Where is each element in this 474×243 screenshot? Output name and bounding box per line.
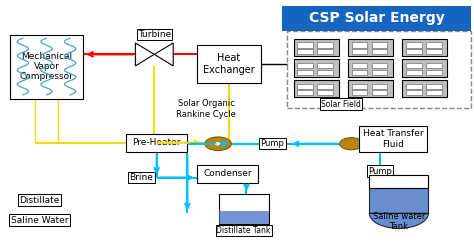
FancyBboxPatch shape [197,165,258,183]
Polygon shape [136,43,155,66]
Text: Heat Transfer
Fluid: Heat Transfer Fluid [363,129,423,149]
FancyBboxPatch shape [402,59,447,77]
FancyBboxPatch shape [352,84,367,89]
FancyBboxPatch shape [294,80,338,97]
FancyBboxPatch shape [219,194,269,224]
FancyBboxPatch shape [372,49,387,54]
FancyBboxPatch shape [298,43,313,48]
FancyBboxPatch shape [318,69,333,75]
FancyBboxPatch shape [298,84,313,89]
Text: Condenser: Condenser [203,169,252,178]
Text: Pump: Pump [261,139,284,148]
FancyBboxPatch shape [318,43,333,48]
FancyBboxPatch shape [426,63,442,68]
FancyBboxPatch shape [372,63,387,68]
Text: Saline water
Tank: Saline water Tank [373,212,425,231]
Text: Pump: Pump [368,166,392,175]
FancyBboxPatch shape [126,134,187,152]
FancyBboxPatch shape [359,126,428,152]
FancyBboxPatch shape [352,49,367,54]
FancyBboxPatch shape [402,80,447,97]
FancyBboxPatch shape [287,31,471,108]
FancyBboxPatch shape [406,84,422,89]
FancyBboxPatch shape [426,43,442,48]
Text: Solar Field: Solar Field [321,100,361,109]
FancyBboxPatch shape [426,90,442,95]
FancyBboxPatch shape [294,39,338,56]
FancyBboxPatch shape [298,49,313,54]
FancyBboxPatch shape [10,35,83,99]
FancyBboxPatch shape [369,175,428,188]
FancyBboxPatch shape [426,69,442,75]
Text: Distillate Tank: Distillate Tank [217,226,271,235]
Circle shape [205,137,231,150]
Text: Heat
Exchanger: Heat Exchanger [203,53,255,75]
FancyBboxPatch shape [372,69,387,75]
FancyBboxPatch shape [318,49,333,54]
Text: Solar Organic
Rankine Cycle: Solar Organic Rankine Cycle [176,99,236,120]
Circle shape [339,138,363,150]
FancyBboxPatch shape [426,84,442,89]
FancyBboxPatch shape [348,59,393,77]
FancyBboxPatch shape [372,43,387,48]
FancyBboxPatch shape [352,69,367,75]
Text: Pre-Heater: Pre-Heater [132,138,181,147]
FancyBboxPatch shape [219,211,269,224]
FancyBboxPatch shape [318,84,333,89]
FancyBboxPatch shape [298,69,313,75]
FancyBboxPatch shape [197,45,261,83]
FancyBboxPatch shape [406,63,422,68]
FancyBboxPatch shape [348,39,393,56]
FancyBboxPatch shape [352,63,367,68]
FancyBboxPatch shape [372,84,387,89]
FancyBboxPatch shape [406,69,422,75]
FancyBboxPatch shape [298,90,313,95]
Text: Saline Water: Saline Water [11,216,68,225]
FancyBboxPatch shape [406,43,422,48]
FancyBboxPatch shape [352,90,367,95]
FancyBboxPatch shape [406,49,422,54]
FancyBboxPatch shape [402,39,447,56]
Text: CSP Solar Energy: CSP Solar Energy [309,11,444,25]
FancyBboxPatch shape [10,76,83,99]
Text: Distillate: Distillate [19,196,60,205]
FancyBboxPatch shape [318,90,333,95]
FancyBboxPatch shape [298,63,313,68]
FancyBboxPatch shape [372,90,387,95]
FancyBboxPatch shape [294,59,338,77]
FancyBboxPatch shape [318,63,333,68]
FancyBboxPatch shape [348,80,393,97]
FancyBboxPatch shape [352,43,367,48]
Polygon shape [155,43,173,66]
FancyBboxPatch shape [282,6,471,31]
Text: Brine: Brine [129,173,154,182]
Text: Turbine: Turbine [137,30,171,39]
FancyBboxPatch shape [369,175,428,213]
FancyBboxPatch shape [406,90,422,95]
FancyBboxPatch shape [426,49,442,54]
Text: Mechanical
Vapor
Compressor: Mechanical Vapor Compressor [20,52,74,81]
Wedge shape [369,213,428,228]
